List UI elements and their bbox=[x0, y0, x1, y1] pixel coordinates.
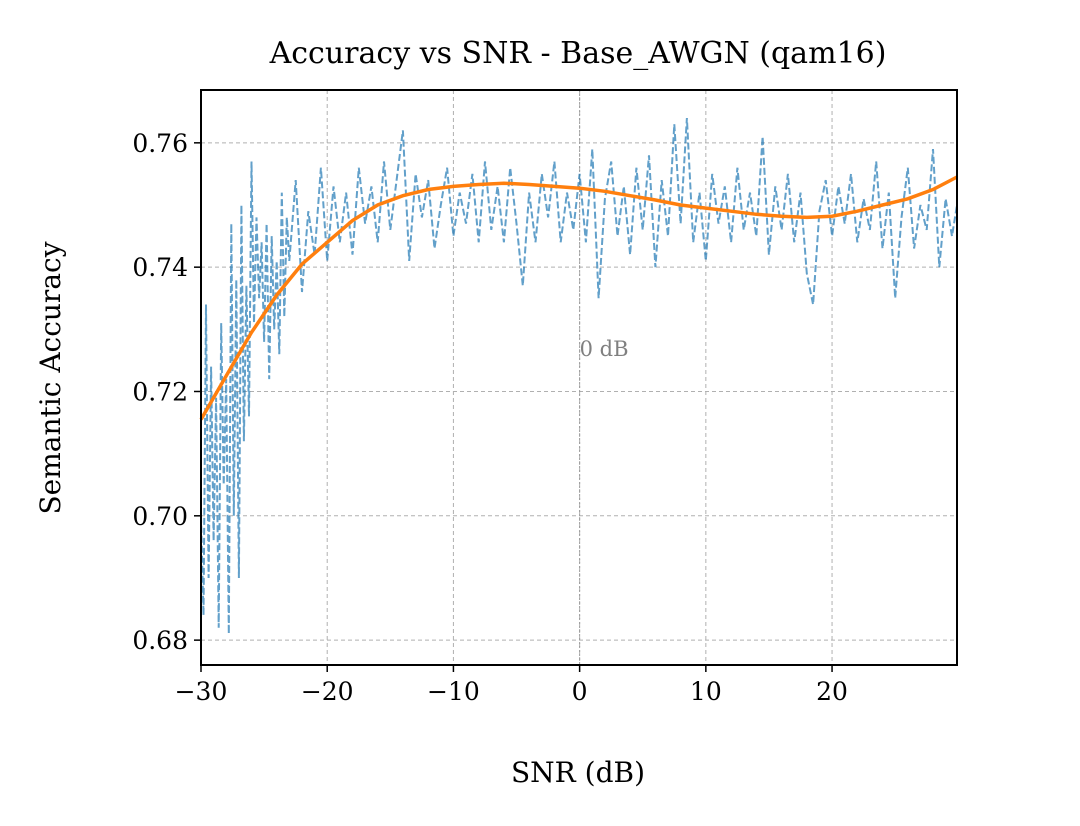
y-tick-label-0: 0.68 bbox=[132, 626, 188, 655]
x-tick-label-2: −10 bbox=[427, 677, 480, 706]
y-tick-label-3: 0.74 bbox=[132, 253, 188, 282]
x-tick-label-5: 20 bbox=[816, 677, 848, 706]
chart-title: Accuracy vs SNR - Base_AWGN (qam16) bbox=[269, 36, 887, 71]
series-layer bbox=[199, 90, 958, 665]
x-axis-label: SNR (dB) bbox=[511, 756, 645, 789]
y-tick-label-4: 0.76 bbox=[132, 129, 188, 158]
y-tick-label-2: 0.72 bbox=[132, 377, 188, 406]
x-tick-label-3: 0 bbox=[572, 677, 588, 706]
x-tick-label-1: −20 bbox=[301, 677, 354, 706]
y-axis-label: Semantic Accuracy bbox=[34, 241, 67, 514]
grid-layer bbox=[200, 90, 957, 665]
zero-db-annotation: 0 dB bbox=[580, 337, 629, 361]
tick-layer: −30 −20 −10 0 10 20 0.68 0.70 0.72 0.74 0.76 bbox=[132, 129, 848, 706]
x-tick-label-0: −30 bbox=[175, 677, 228, 706]
x-tick-label-4: 10 bbox=[690, 677, 722, 706]
series-line-1 bbox=[199, 175, 958, 421]
series-line-0 bbox=[200, 117, 958, 634]
y-tick-label-1: 0.70 bbox=[132, 502, 188, 531]
